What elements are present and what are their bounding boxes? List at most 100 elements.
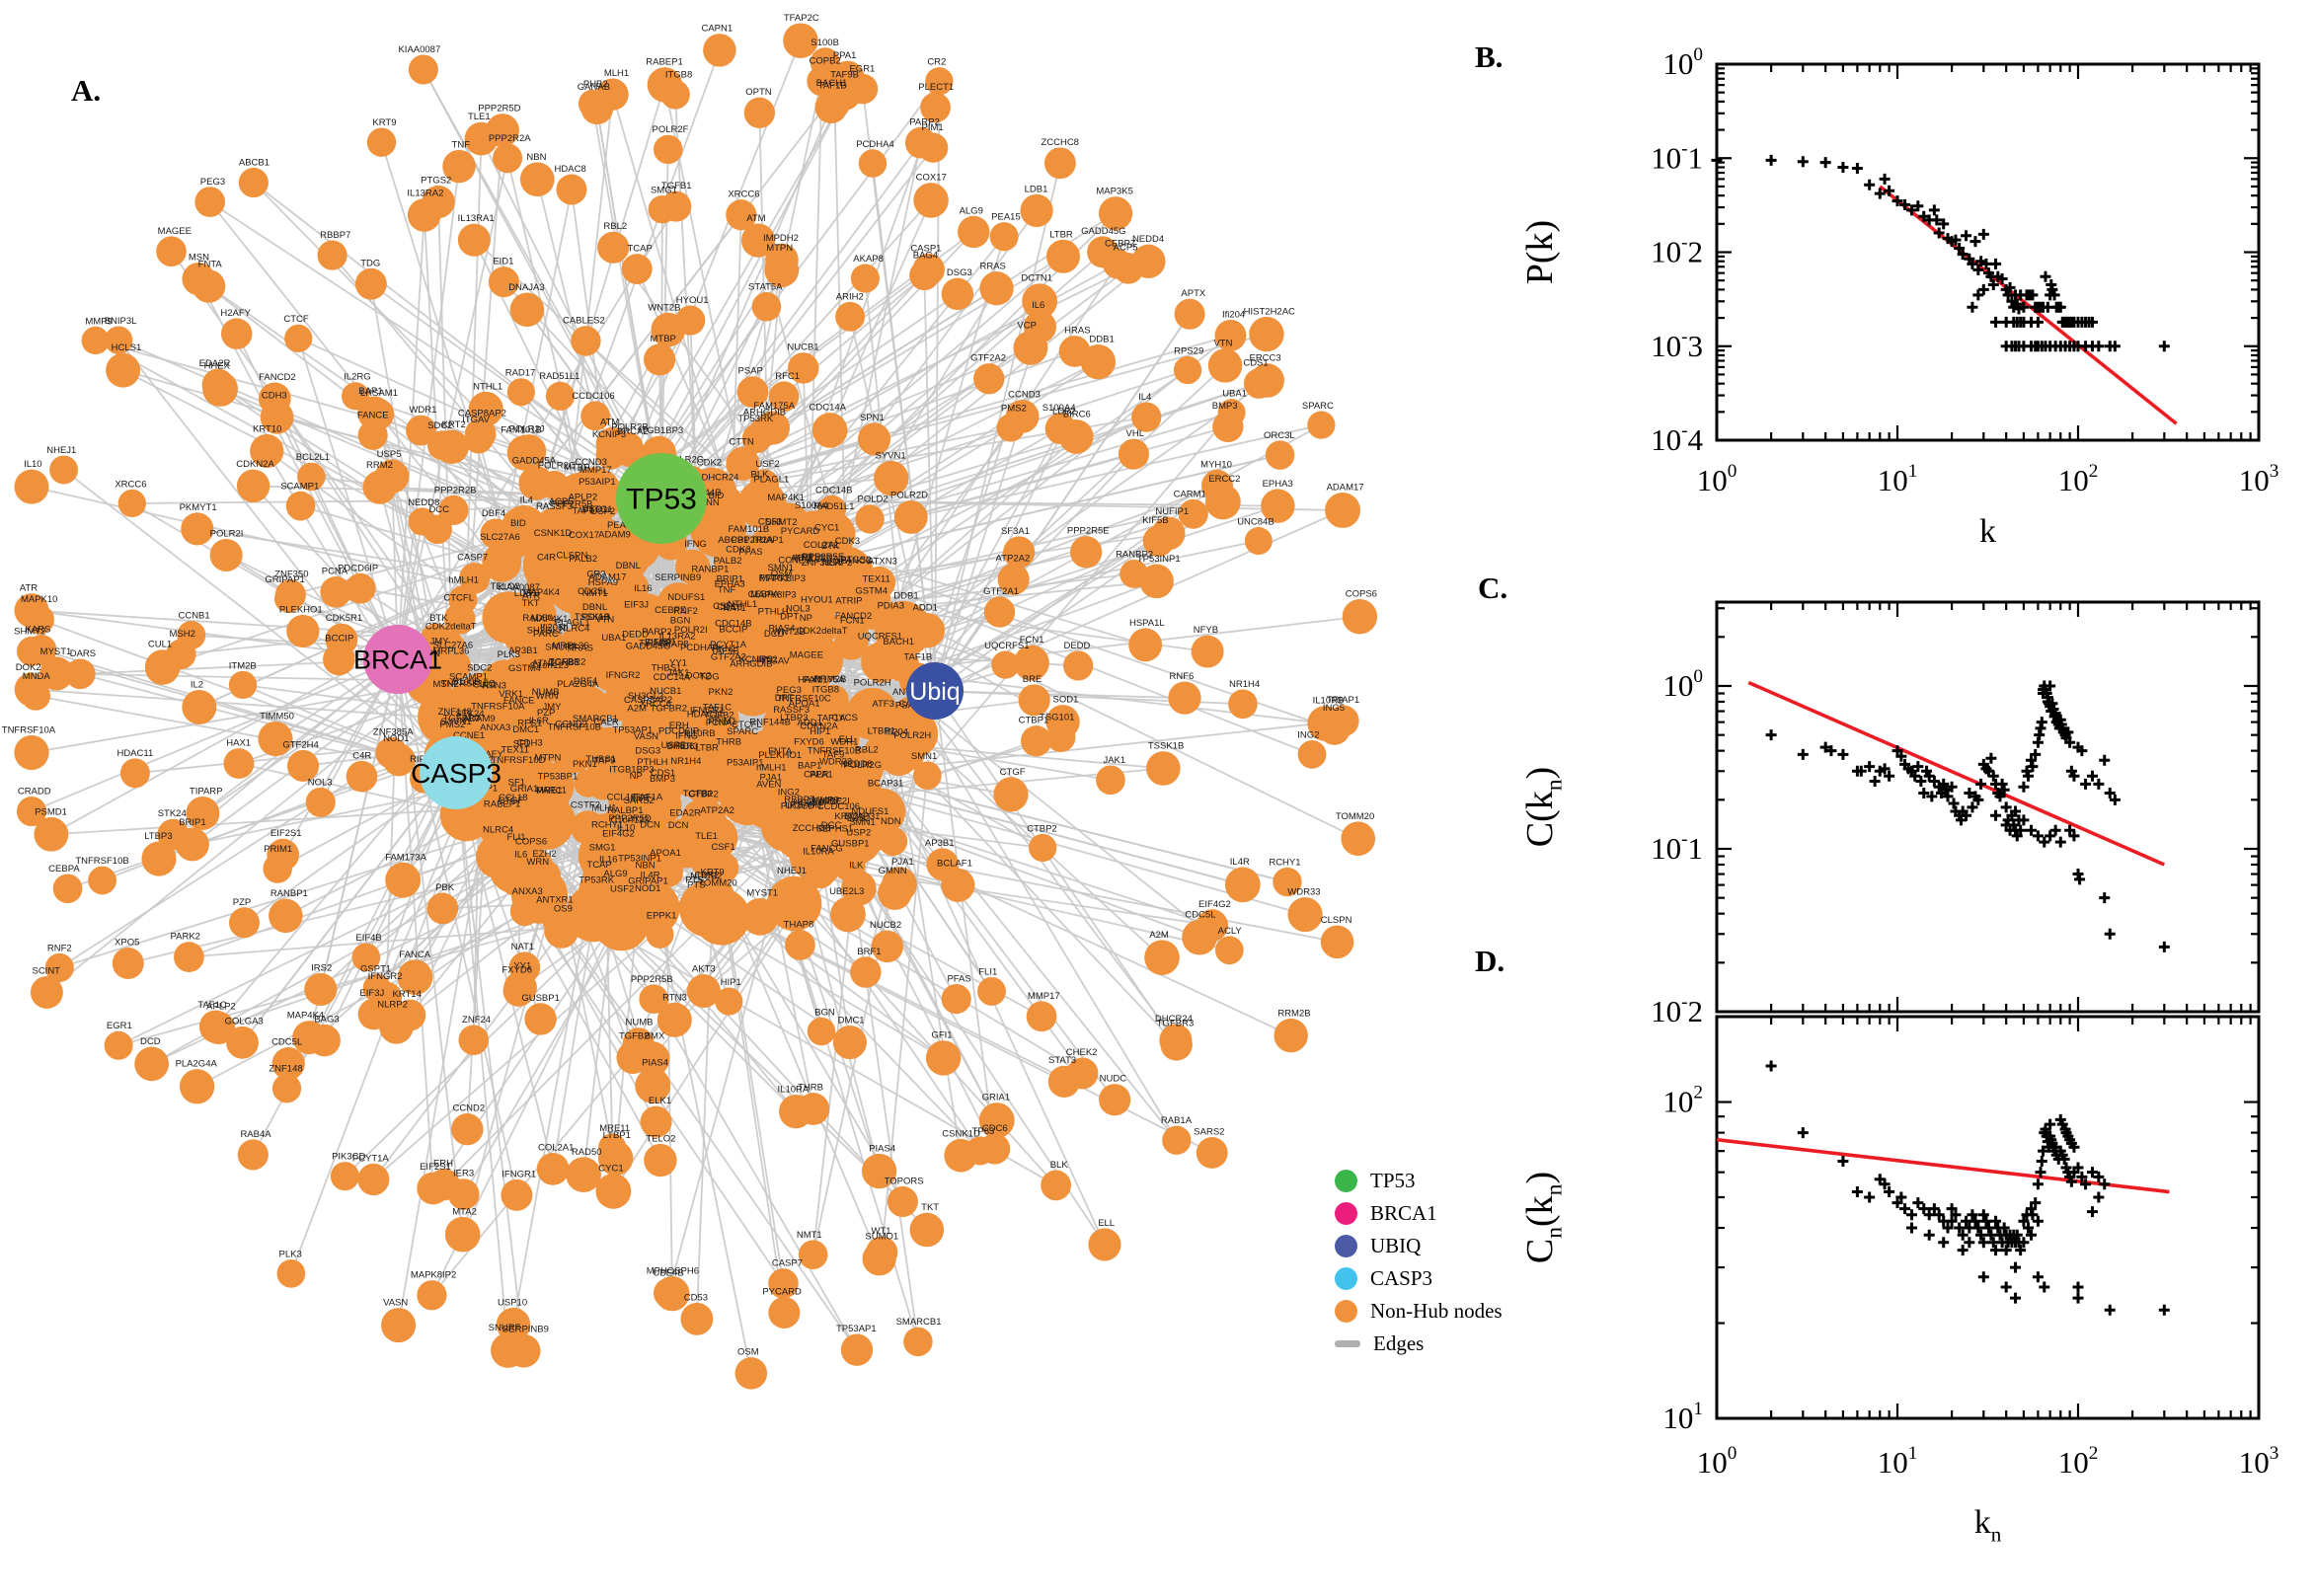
network-node-label: POLR2D <box>890 491 928 501</box>
network-node <box>855 504 884 533</box>
network-node-label: BIRC6 <box>666 741 694 752</box>
network-node-label: CARM1 <box>1174 489 1206 499</box>
network-node-label: TP53AP1 <box>836 1324 877 1334</box>
network-node-label: VTN <box>1213 339 1232 349</box>
network-node <box>120 758 150 788</box>
network-node <box>680 1303 713 1335</box>
network-node <box>118 490 146 517</box>
network-node-label: Ifi204 <box>1222 309 1245 320</box>
network-node <box>926 1040 961 1075</box>
network-node-label: TOMM20 <box>1336 811 1374 822</box>
network-node-label: DBF4 <box>482 508 505 519</box>
network-node-label: TNFRSF10A <box>2 724 56 735</box>
network-node-label: BID <box>510 518 526 529</box>
network-node <box>510 293 545 328</box>
network-node-label: RTN3 <box>662 992 687 1003</box>
data-point <box>1961 230 1971 241</box>
network-node-label: HCLS1 <box>112 342 142 353</box>
network-node-label: SARS2 <box>1194 1127 1224 1138</box>
network-node-label: ERH <box>433 1159 453 1170</box>
data-point <box>2018 782 2029 793</box>
y-axis-title: P(k) <box>1519 220 1561 284</box>
network-node-label: CSNK1D <box>534 528 573 539</box>
network-node-label: SERPINB9 <box>655 572 701 583</box>
network-node-label: USP2 <box>846 827 871 838</box>
network-node-label: PALB2 <box>714 556 742 567</box>
network-node-label: ITGB8 <box>665 70 692 81</box>
network-node-label: PIAS4 <box>869 1143 895 1154</box>
network-node-label: USP10 <box>498 1297 527 1308</box>
data-point <box>1990 810 2001 821</box>
data-point <box>2027 1209 2038 1220</box>
network-node-label: OPTN <box>745 87 772 98</box>
network-node <box>239 168 269 197</box>
network-node-label: MSH2 <box>432 679 458 690</box>
panel-b-label: B. <box>1475 39 1503 75</box>
x-axis-title: kn <box>1974 1504 2002 1547</box>
data-point <box>1884 186 1894 196</box>
legend-color-dot <box>1335 1267 1357 1290</box>
network-node-label: NMT1 <box>797 1230 822 1241</box>
data-point <box>1949 798 1960 808</box>
network-node-label: HIP1 <box>721 977 741 988</box>
network-node-label: LTBP3 <box>144 831 172 842</box>
network-node-label: PTGS2 <box>840 555 871 566</box>
network-node-label: RBBP7 <box>320 230 350 241</box>
network-node-label: XRCC6 <box>115 479 146 490</box>
network-node-label: MYST1 <box>40 646 72 657</box>
data-point <box>2087 1206 2098 1217</box>
data-point <box>1978 284 1989 295</box>
network-node <box>785 930 815 960</box>
network-node-label: IFNG <box>684 539 707 550</box>
x-axis-title: k <box>1979 513 1996 550</box>
data-point <box>2093 779 2104 790</box>
network-node-label: EPHA3 <box>715 578 745 589</box>
network-node-label: MAPK8IP3 <box>760 573 806 584</box>
network-node-label: PYCARD <box>762 1286 802 1297</box>
legend-edge-swatch <box>1335 1340 1360 1347</box>
network-node-label: MMP9 <box>85 316 112 327</box>
network-node-label: MYST1 <box>746 887 778 898</box>
network-node-label: TNFRSF10B <box>548 722 601 732</box>
y-tick-label: 10-1 <box>1651 829 1703 866</box>
network-node <box>331 1162 359 1190</box>
data-point <box>1864 1191 1875 1202</box>
network-node <box>194 187 225 217</box>
network-node-label: BCLAF1 <box>937 858 972 869</box>
data-point <box>1837 749 1848 760</box>
network-node-label: FNTA <box>768 746 793 757</box>
data-points <box>1766 680 2170 951</box>
network-node-label: MYH10 <box>1200 459 1232 470</box>
data-point <box>1766 1061 1777 1072</box>
network-node <box>1048 1066 1080 1098</box>
network-node-label: MTPN <box>766 243 793 254</box>
network-node <box>1245 527 1273 555</box>
network-node <box>193 269 226 303</box>
data-point <box>2033 830 2044 841</box>
network-node-label: PCNA <box>706 718 733 728</box>
network-node-label: TP53BP1 <box>538 772 579 783</box>
network-node-label: IL10 <box>24 459 42 470</box>
x-tick-label: 103 <box>2239 1443 2279 1480</box>
network-node-label: RASSF3 <box>536 501 573 512</box>
network-node <box>355 268 387 300</box>
network-node-label: COPS6 <box>515 837 547 848</box>
network-node <box>841 1333 873 1365</box>
network-node-label: RCHY1 <box>1269 857 1300 868</box>
network-node-label: TGFBR3 <box>1157 1019 1194 1029</box>
network-node-label: CD53 <box>684 1292 708 1303</box>
x-tick-label: 102 <box>2058 1443 2099 1480</box>
network-node <box>993 777 1028 811</box>
legend-label: BRCA1 <box>1370 1201 1437 1226</box>
network-node-label: ZNF385A <box>373 726 414 737</box>
data-points <box>1766 1061 2170 1316</box>
network-node-label: PALB2 <box>569 554 597 565</box>
network-node-label: GOLGA3 <box>225 1016 264 1026</box>
network-node-label: UBE2I <box>822 796 849 806</box>
network-node-label: MAP3K5 <box>1096 187 1133 197</box>
network-node-label: CDK2deltaT <box>797 626 848 637</box>
network-node-label: TNFRSF10C <box>777 694 831 705</box>
network-node-label: BMP3 <box>1212 401 1238 412</box>
network-node <box>1059 419 1094 454</box>
data-point <box>2093 1191 2104 1202</box>
